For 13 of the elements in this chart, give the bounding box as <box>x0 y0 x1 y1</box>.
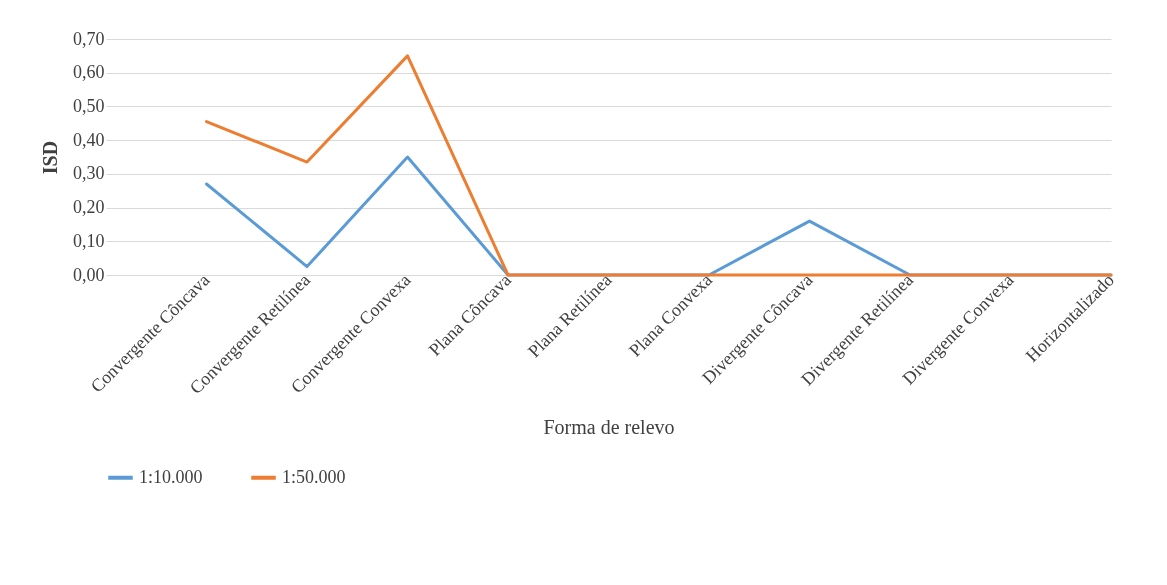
legend-label: 1:50.000 <box>282 466 346 487</box>
y-tick-label: 0,00 <box>73 264 105 285</box>
x-axis-title: Forma de relevo <box>543 415 675 438</box>
y-tick-label: 0,30 <box>73 163 105 184</box>
line-series <box>205 54 1113 277</box>
y-tick-label: 0,60 <box>73 62 105 83</box>
y-tick-label: 0,70 <box>73 28 105 49</box>
y-tick-label: 0,50 <box>73 95 105 116</box>
legend-label: 1:10.000 <box>139 466 203 487</box>
y-tick-label: 0,10 <box>73 230 105 251</box>
y-axis-title: ISD <box>39 140 61 175</box>
y-tick-label: 0,40 <box>73 129 105 150</box>
y-tick-label: 0,20 <box>73 197 105 218</box>
